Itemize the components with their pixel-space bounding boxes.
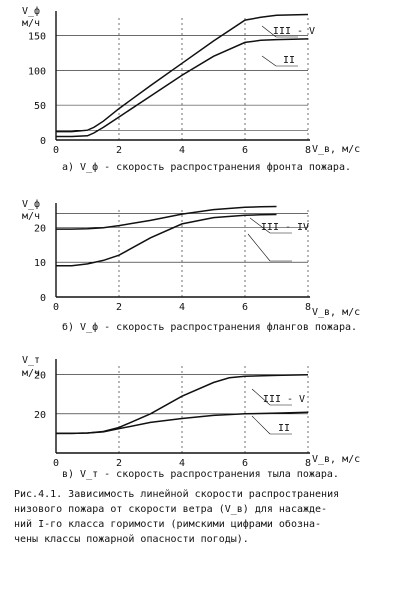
x-tick-label: 6 — [242, 302, 248, 313]
series-line-1 — [56, 205, 277, 230]
x-tick-label: 0 — [53, 458, 59, 469]
figure-caption-line-4: чены классы пожарной опасности погоды). — [14, 534, 249, 545]
y-tick-label: 20 — [34, 410, 46, 421]
x-tick-label: 8 — [305, 302, 311, 313]
x-tick-label: 4 — [179, 458, 185, 469]
series-label: III - V — [263, 394, 305, 405]
y-axis-label: V_ф — [22, 198, 40, 210]
y-axis-unit: м/ч — [22, 368, 40, 379]
x-tick-label: 0 — [53, 145, 59, 156]
y-axis-unit: м/ч — [22, 18, 40, 29]
y-tick-label: 20 — [34, 223, 46, 234]
y-tick-label: 0 — [40, 136, 46, 147]
x-tick-label: 2 — [116, 145, 122, 156]
chart-caption: б) V_ф - скорость распространения фланго… — [62, 321, 357, 333]
y-tick-label: 0 — [40, 293, 46, 304]
x-tick-label: 8 — [305, 458, 311, 469]
x-tick-label: 0 — [53, 302, 59, 313]
series-label: III - IV — [261, 222, 309, 233]
x-axis-label: V_в, м/с — [312, 454, 360, 465]
chart-caption: в) V_т - скорость распространения тыла п… — [62, 469, 339, 480]
y-tick-label: 100 — [28, 66, 46, 77]
y-tick-label: 20 — [34, 371, 46, 382]
series-line-2 — [56, 213, 277, 267]
series-leader — [251, 415, 271, 435]
chart-front-speed: 0 2 4 6 8 0 50 100 150 V_фм/ч V_в, м/с III - V II а) … — [22, 5, 360, 173]
x-axis-label: V_в, м/с — [312, 144, 360, 155]
series-leader — [261, 25, 277, 38]
series-line-2 — [56, 411, 309, 435]
x-tick-label: 6 — [242, 458, 248, 469]
figure-caption-line-1: Рис.4.1. Зависимость линейной скорости р… — [14, 489, 340, 500]
series-line-1 — [56, 13, 309, 133]
y-tick-label: 10 — [34, 258, 46, 269]
y-tick-label: 50 — [34, 101, 46, 112]
x-tick-label: 2 — [116, 302, 122, 313]
figure-caption-line-3: ний I-го класса горимости (римскими цифр… — [14, 519, 322, 530]
chart-flank-speed: 0 2 4 6 8 0 10 20 V_фм/ч V_в, м/с III - IV б) V_ф -… — [22, 198, 360, 333]
series-label: II — [278, 423, 290, 434]
x-tick-label: 2 — [116, 458, 122, 469]
y-axis-label: V_ф — [22, 5, 40, 17]
figure-caption-line-2: низового пожара от скорости ветра (V_в) … — [14, 504, 328, 515]
x-tick-label: 6 — [242, 145, 248, 156]
series-label: III - V — [273, 26, 315, 37]
x-tick-label: 4 — [179, 145, 185, 156]
series-leader — [249, 217, 271, 234]
y-axis-label: V_т — [22, 355, 40, 366]
y-tick-label: 150 — [28, 31, 46, 42]
x-axis-label: V_в, м/с — [312, 307, 360, 318]
figure-caption: Рис.4.1. Зависимость линейной скорости р… — [14, 487, 394, 547]
series-label: II — [283, 55, 295, 66]
chart-rear-speed: 0 2 4 6 8 20 20 V_т м/ч V_в, м/с III - V II в) V_т -… — [22, 355, 360, 480]
series-leader — [261, 55, 277, 67]
x-tick-label: 4 — [179, 302, 185, 313]
chart-caption: а) V_ф - скорость распространения фронта… — [62, 161, 351, 173]
series-leader — [251, 388, 271, 406]
y-axis-unit: м/ч — [22, 211, 40, 222]
series-line-2 — [56, 38, 309, 138]
x-tick-label: 8 — [305, 145, 311, 156]
series-leader — [247, 233, 271, 262]
